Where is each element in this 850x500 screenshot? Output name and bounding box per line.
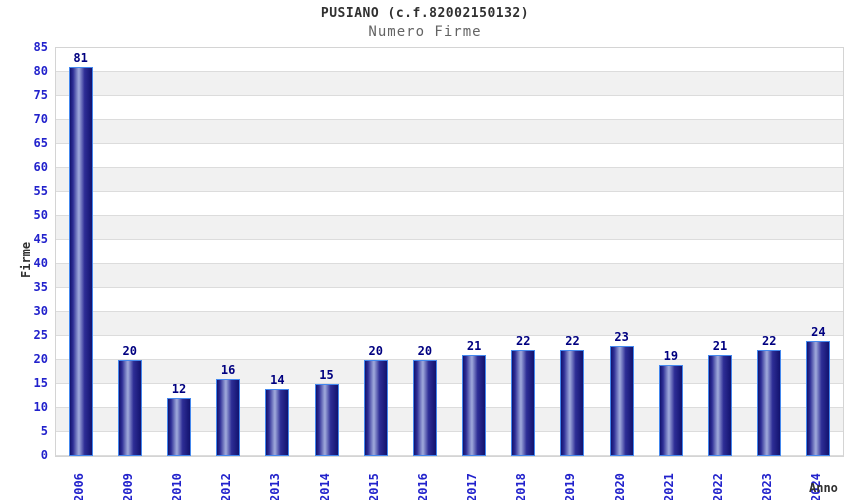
- x-tick-label: 2020: [612, 473, 627, 500]
- bar-slot: 22: [499, 48, 548, 456]
- bar: [806, 340, 831, 456]
- x-tick-label: 2022: [711, 473, 726, 500]
- bar: [265, 388, 290, 456]
- bar-slot: 21: [695, 48, 744, 456]
- bar: [68, 67, 93, 456]
- bar: [166, 398, 191, 456]
- bar-slot: 14: [253, 48, 302, 456]
- bar-slot: 22: [548, 48, 597, 456]
- bar: [708, 355, 733, 456]
- x-tick-label: 2015: [366, 473, 381, 500]
- bar-value-label: 19: [663, 348, 679, 363]
- y-tick-label: 85: [33, 40, 48, 54]
- bar-slot: 23: [597, 48, 646, 456]
- x-tick-label: 2012: [219, 473, 234, 500]
- bar-slot: 24: [794, 48, 843, 456]
- y-tick-label: 20: [33, 352, 48, 366]
- y-tick-label: 40: [33, 256, 48, 270]
- bar-value-label: 24: [811, 324, 826, 339]
- y-tick-label: 45: [33, 232, 48, 246]
- y-tick-label: 65: [33, 136, 48, 150]
- y-tick-label: 25: [33, 328, 48, 342]
- x-tick-label: 2009: [120, 473, 135, 500]
- bar: [560, 350, 585, 456]
- bar-slot: 21: [450, 48, 499, 456]
- bar-value-label: 16: [220, 363, 236, 378]
- y-tick-label: 70: [33, 112, 48, 126]
- bar: [216, 379, 241, 456]
- chart-title: PUSIANO (c.f.82002150132): [320, 6, 530, 21]
- y-tick-label: 30: [33, 304, 48, 318]
- y-tick-label: 80: [33, 64, 48, 78]
- bar-value-label: 22: [516, 334, 531, 349]
- bar-value-label: 23: [614, 329, 629, 344]
- bar: [117, 360, 142, 456]
- bar-value-label: 20: [122, 344, 137, 358]
- bar-value-label: 12: [171, 382, 187, 397]
- bar: [462, 355, 487, 456]
- y-tick-label: 10: [33, 400, 48, 414]
- bar: [314, 384, 339, 456]
- y-tick-label: 75: [33, 88, 48, 102]
- bar-value-label: 20: [417, 344, 433, 358]
- bar-value-label: 81: [73, 51, 88, 66]
- bar-value-label: 22: [565, 334, 580, 349]
- x-axis-title: Anno: [809, 481, 838, 495]
- y-axis-title: Firme: [19, 241, 33, 278]
- bar-slot: 20: [400, 48, 449, 456]
- bar-slot: 19: [646, 48, 695, 456]
- x-tick-label: 2019: [563, 473, 578, 500]
- bar-value-label: 22: [761, 334, 777, 349]
- bar-slot: 15: [302, 48, 351, 456]
- bar-series: 81 20 12 16 14 15 20 20 21 22 22 23 19 21 22 24: [56, 48, 843, 456]
- chart-subtitle: Numero Firme: [368, 24, 482, 40]
- bar-slot: 22: [745, 48, 794, 456]
- y-tick-label: 15: [33, 376, 48, 390]
- bar: [511, 350, 536, 456]
- bar-value-label: 14: [270, 372, 285, 387]
- bar-slot: 20: [351, 48, 400, 456]
- y-tick-label: 50: [33, 208, 48, 222]
- bar-value-label: 15: [319, 368, 334, 382]
- bar-slot: 16: [204, 48, 253, 456]
- y-tick-label: 55: [33, 184, 48, 198]
- bar-value-label: 21: [466, 339, 482, 354]
- x-tick-label: 2013: [268, 473, 283, 500]
- y-tick-label: 35: [33, 280, 48, 294]
- x-tick-label: 2006: [71, 473, 86, 500]
- y-tick-label: 5: [40, 424, 48, 438]
- x-tick-label: 2017: [465, 473, 480, 500]
- bar: [363, 360, 388, 456]
- bar: [757, 350, 782, 456]
- plot-area: 81 20 12 16 14 15 20 20 21 22 22 23 19 21 22 24: [55, 47, 844, 457]
- x-tick-label: 2010: [169, 473, 184, 500]
- x-tick-label: 2014: [317, 473, 332, 500]
- bar-slot: 12: [154, 48, 203, 456]
- y-tick-label: 0: [40, 448, 48, 462]
- x-tick-label: 2016: [415, 473, 430, 500]
- x-tick-label: 2018: [514, 473, 529, 500]
- bar: [658, 364, 683, 456]
- bar-value-label: 20: [368, 344, 383, 358]
- bar-slot: 20: [105, 48, 154, 456]
- bar: [412, 360, 437, 456]
- bar-value-label: 21: [712, 339, 728, 354]
- bar: [609, 345, 634, 456]
- y-tick-label: 60: [33, 160, 48, 174]
- x-tick-label: 2023: [760, 473, 775, 500]
- bar-slot: 81: [56, 48, 105, 456]
- x-tick-label: 2021: [661, 473, 676, 500]
